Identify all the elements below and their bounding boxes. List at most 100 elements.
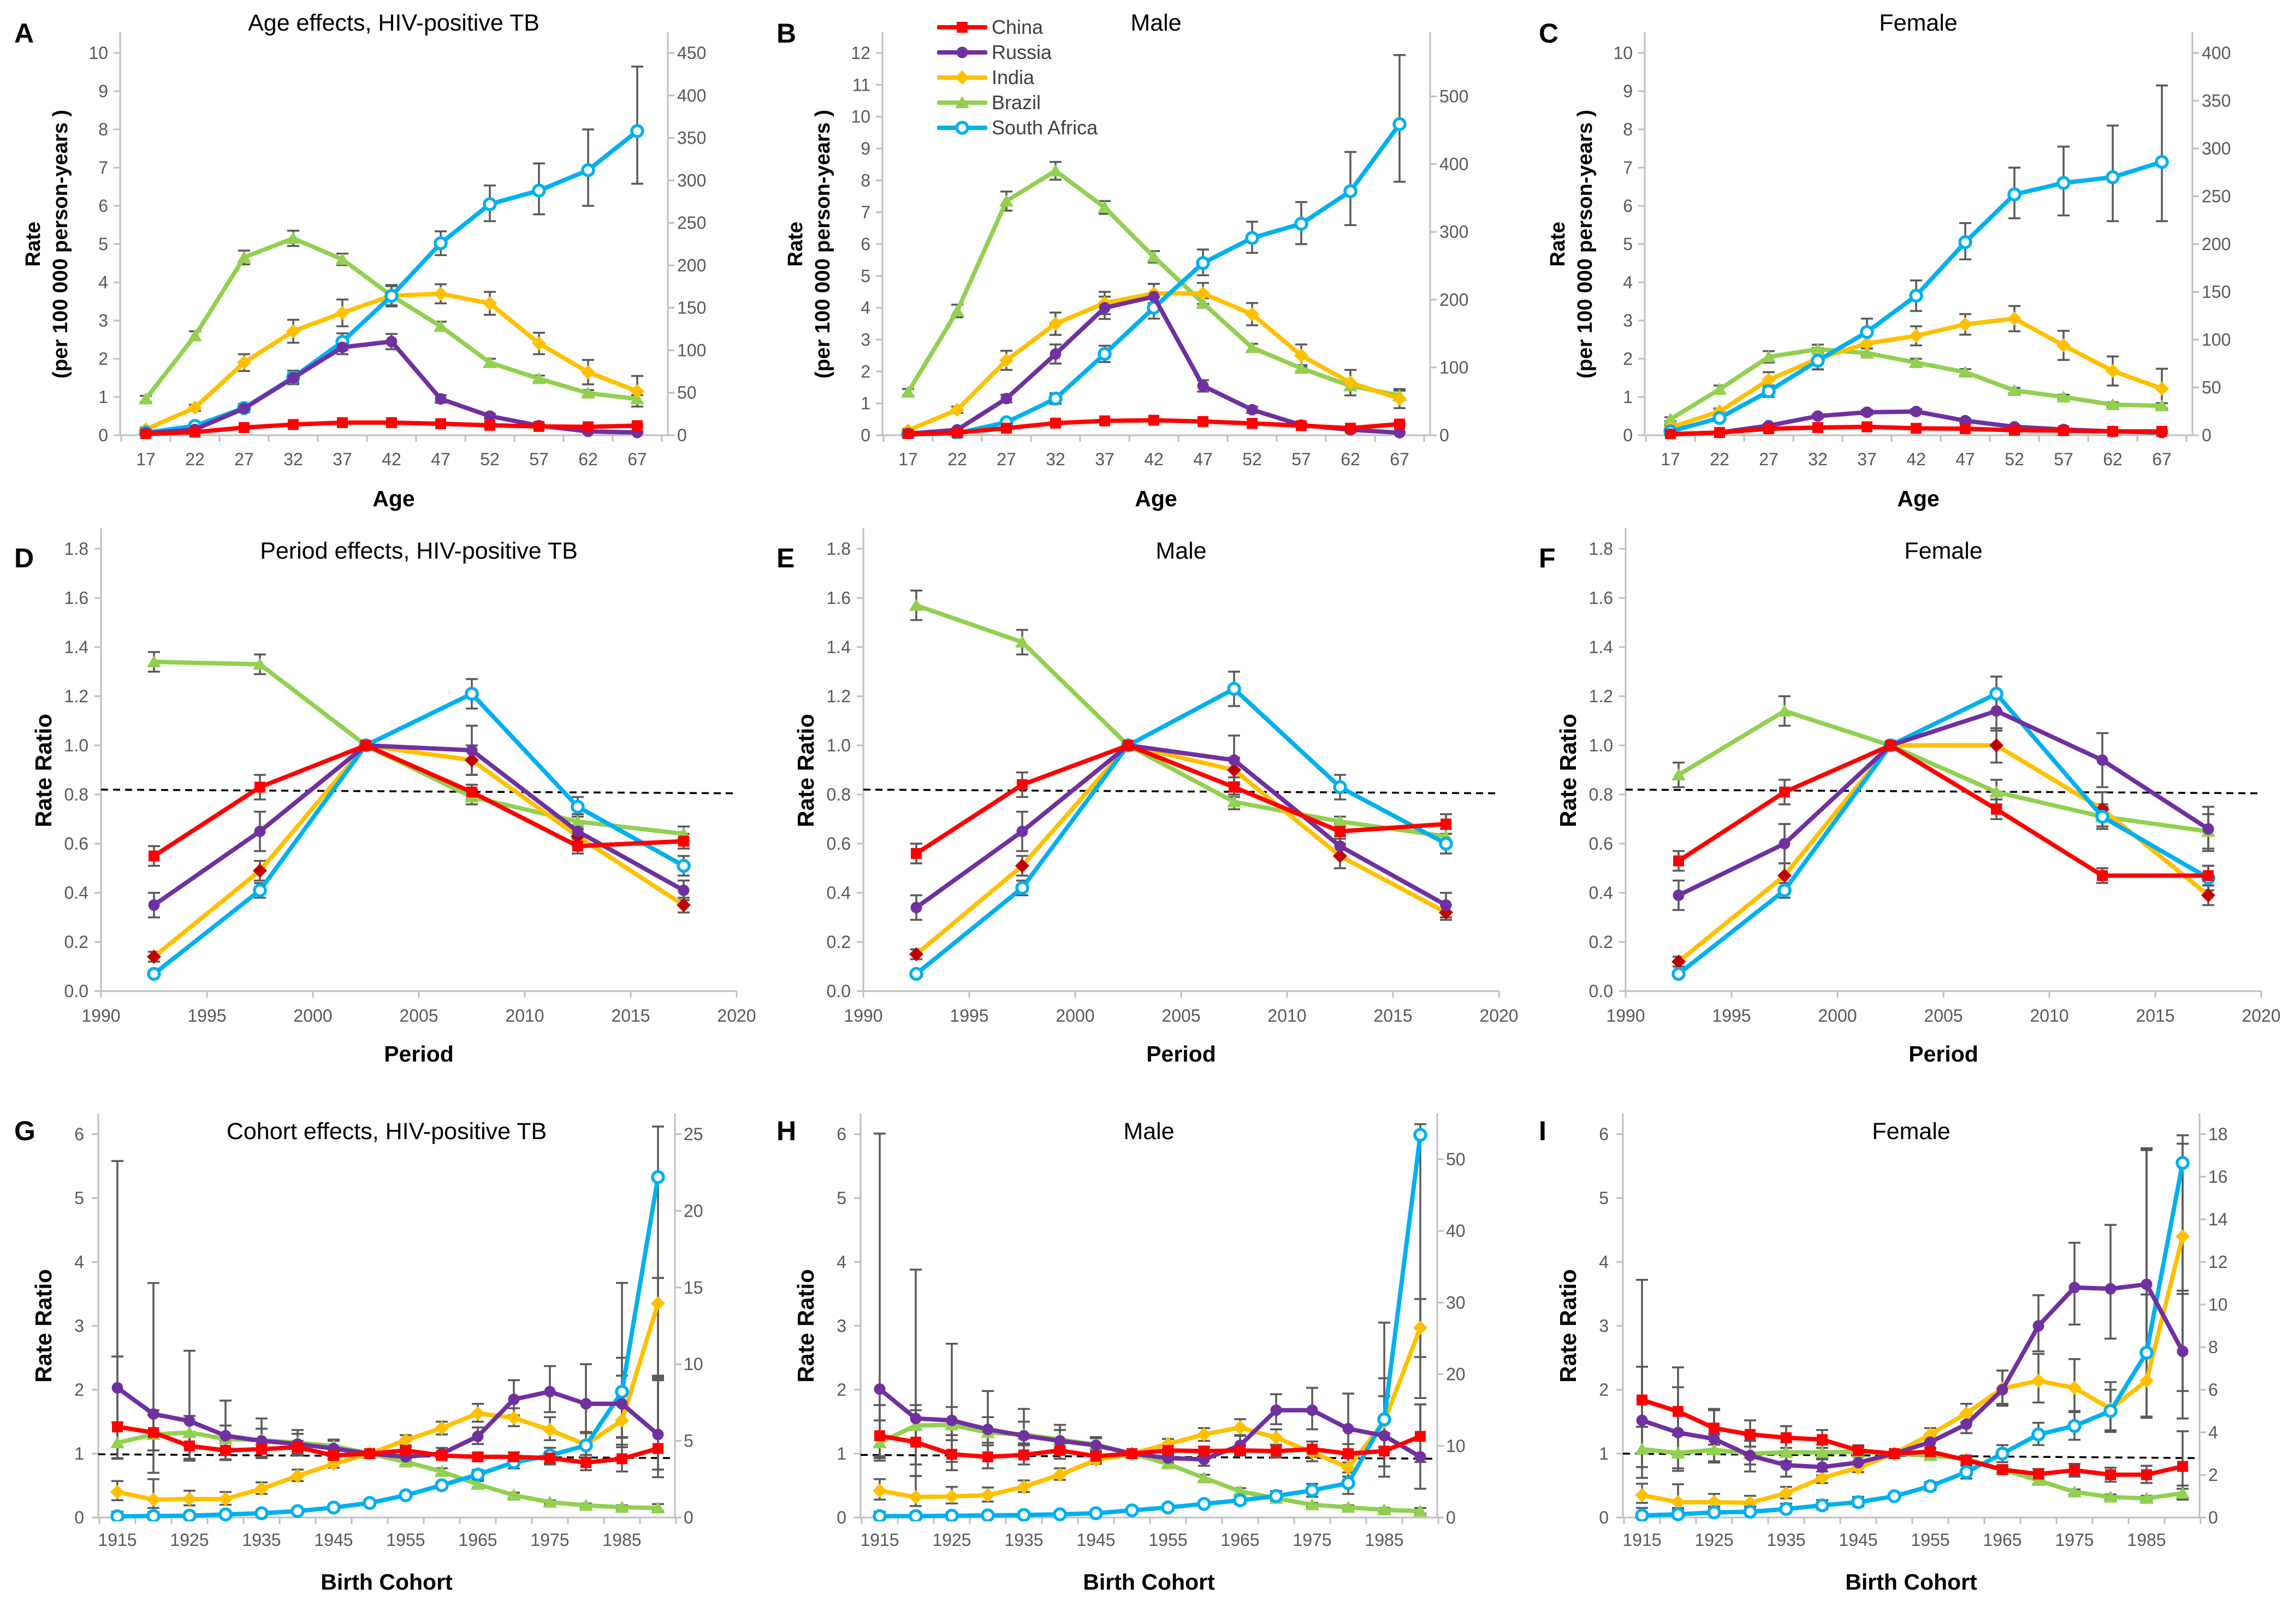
panel-e: E Male Rate Ratio Period 0.0 0.2 0.4 0.6 0.8… — [762, 528, 1525, 1082]
panel-g: G Cohort effects, HIV-positive TB Rate R… — [0, 1082, 762, 1623]
svg-text:0.0: 0.0 — [64, 981, 88, 1001]
svg-text:1935: 1935 — [242, 1530, 281, 1550]
svg-text:2: 2 — [861, 361, 870, 381]
svg-text:2: 2 — [1599, 1380, 1609, 1400]
svg-text:0: 0 — [677, 425, 687, 445]
svg-text:0: 0 — [1623, 425, 1633, 445]
svg-text:14: 14 — [2208, 1210, 2228, 1229]
svg-text:67: 67 — [2152, 449, 2172, 469]
svg-text:6: 6 — [861, 234, 870, 254]
svg-text:0.6: 0.6 — [1589, 834, 1613, 854]
svg-text:6: 6 — [2208, 1380, 2218, 1400]
svg-text:0.8: 0.8 — [64, 785, 88, 804]
svg-text:47: 47 — [1955, 449, 1975, 469]
svg-text:6: 6 — [74, 1124, 84, 1144]
legend-item-russia: Russia — [937, 41, 1098, 63]
svg-text:3: 3 — [1623, 311, 1633, 330]
svg-text:22: 22 — [947, 449, 967, 469]
panel-letter: F — [1539, 543, 1556, 573]
legend-label: India — [992, 66, 1035, 88]
svg-text:200: 200 — [1439, 290, 1468, 310]
legend-item-south-africa: South Africa — [937, 116, 1098, 139]
svg-text:1985: 1985 — [2127, 1530, 2166, 1550]
svg-text:50: 50 — [1446, 1149, 1466, 1169]
svg-text:1990: 1990 — [81, 1006, 120, 1026]
svg-text:250: 250 — [2202, 187, 2231, 206]
svg-text:9: 9 — [861, 139, 870, 158]
svg-text:1925: 1925 — [932, 1530, 971, 1550]
svg-text:100: 100 — [677, 340, 706, 360]
svg-text:1: 1 — [837, 1444, 846, 1463]
legend-label: South Africa — [992, 116, 1098, 139]
svg-text:15: 15 — [684, 1278, 703, 1297]
svg-text:1.8: 1.8 — [827, 539, 851, 559]
panel-title: Female — [1879, 10, 1958, 36]
svg-text:57: 57 — [1291, 449, 1311, 469]
legend-label: Russia — [992, 41, 1052, 63]
svg-text:2005: 2005 — [1161, 1006, 1200, 1026]
panel-b: B Male Rate (per 100 000 person-years ) … — [762, 0, 1525, 541]
svg-text:1965: 1965 — [1220, 1530, 1259, 1550]
svg-text:200: 200 — [677, 256, 706, 275]
panel-letter: C — [1539, 18, 1559, 49]
svg-text:2015: 2015 — [611, 1006, 650, 1026]
panel-title: Female — [1904, 538, 1983, 564]
svg-text:2015: 2015 — [2136, 1006, 2174, 1026]
svg-text:37: 37 — [333, 449, 352, 469]
svg-text:4: 4 — [861, 298, 870, 318]
svg-text:150: 150 — [2202, 282, 2231, 302]
panel-title: Age effects, HIV-positive TB — [248, 10, 540, 36]
svg-text:0.0: 0.0 — [827, 981, 851, 1001]
svg-text:300: 300 — [677, 170, 706, 190]
svg-text:20: 20 — [1446, 1365, 1466, 1384]
svg-text:0.8: 0.8 — [827, 785, 851, 804]
svg-text:30: 30 — [1446, 1293, 1466, 1312]
svg-text:32: 32 — [283, 449, 303, 469]
svg-text:2010: 2010 — [505, 1006, 544, 1026]
svg-text:100: 100 — [1439, 358, 1468, 377]
svg-text:0: 0 — [1439, 425, 1449, 445]
x-axis-label: Age — [1897, 486, 1940, 511]
x-axis-label: Birth Cohort — [321, 1569, 453, 1595]
svg-text:1.0: 1.0 — [64, 736, 88, 755]
svg-text:1: 1 — [1599, 1444, 1609, 1463]
svg-text:32: 32 — [1046, 449, 1065, 469]
svg-text:16: 16 — [2208, 1167, 2228, 1187]
svg-text:0.4: 0.4 — [64, 883, 88, 903]
svg-text:37: 37 — [1857, 449, 1877, 469]
svg-text:1975: 1975 — [1293, 1530, 1331, 1550]
svg-text:0: 0 — [837, 1508, 846, 1527]
svg-text:6: 6 — [837, 1124, 846, 1144]
svg-text:50: 50 — [677, 383, 697, 402]
svg-text:22: 22 — [185, 449, 205, 469]
svg-text:37: 37 — [1095, 449, 1115, 469]
svg-text:4: 4 — [1623, 272, 1633, 292]
svg-text:1985: 1985 — [1365, 1530, 1403, 1550]
svg-text:1.4: 1.4 — [1589, 637, 1613, 657]
svg-text:8: 8 — [98, 120, 108, 139]
svg-text:1.0: 1.0 — [827, 736, 851, 755]
svg-text:350: 350 — [677, 128, 706, 148]
svg-text:1995: 1995 — [1712, 1006, 1751, 1026]
svg-text:1915: 1915 — [860, 1530, 899, 1550]
svg-text:47: 47 — [1193, 449, 1213, 469]
svg-text:2015: 2015 — [1373, 1006, 1412, 1026]
svg-text:17: 17 — [898, 449, 918, 469]
panel-letter: B — [777, 18, 797, 49]
svg-text:1975: 1975 — [2055, 1530, 2094, 1550]
svg-text:10: 10 — [684, 1354, 703, 1374]
panel-c: C Female Rate (per 100 000 person-years … — [1525, 0, 2287, 541]
svg-text:250: 250 — [677, 213, 706, 233]
svg-text:2: 2 — [98, 349, 108, 369]
svg-text:1: 1 — [98, 387, 108, 407]
svg-text:0: 0 — [684, 1508, 693, 1527]
svg-text:5: 5 — [861, 266, 870, 286]
svg-text:3: 3 — [861, 330, 870, 349]
svg-text:1990: 1990 — [1606, 1006, 1645, 1026]
svg-text:2: 2 — [837, 1380, 846, 1400]
plot-area: 0123456789100501001502002503003504004501… — [88, 32, 706, 469]
svg-text:57: 57 — [2054, 449, 2073, 469]
svg-text:62: 62 — [1341, 449, 1360, 469]
svg-text:0: 0 — [861, 425, 870, 445]
